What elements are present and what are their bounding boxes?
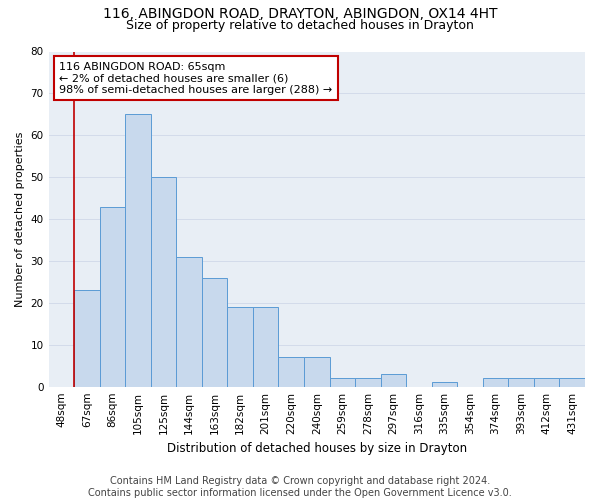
Bar [151,177,176,386]
Bar [380,374,406,386]
Bar [125,114,151,386]
Bar [74,290,100,386]
Text: Size of property relative to detached houses in Drayton: Size of property relative to detached ho… [126,19,474,32]
Bar [176,257,202,386]
Bar [534,378,559,386]
Bar [432,382,457,386]
X-axis label: Distribution of detached houses by size in Drayton: Distribution of detached houses by size … [167,442,467,455]
Text: 116, ABINGDON ROAD, DRAYTON, ABINGDON, OX14 4HT: 116, ABINGDON ROAD, DRAYTON, ABINGDON, O… [103,8,497,22]
Text: Contains HM Land Registry data © Crown copyright and database right 2024.
Contai: Contains HM Land Registry data © Crown c… [88,476,512,498]
Bar [559,378,585,386]
Text: 116 ABINGDON ROAD: 65sqm
← 2% of detached houses are smaller (6)
98% of semi-det: 116 ABINGDON ROAD: 65sqm ← 2% of detache… [59,62,332,95]
Bar [483,378,508,386]
Bar [227,307,253,386]
Bar [304,358,329,386]
Y-axis label: Number of detached properties: Number of detached properties [15,132,25,307]
Bar [329,378,355,386]
Bar [100,206,125,386]
Bar [508,378,534,386]
Bar [253,307,278,386]
Bar [278,358,304,386]
Bar [355,378,380,386]
Bar [202,278,227,386]
